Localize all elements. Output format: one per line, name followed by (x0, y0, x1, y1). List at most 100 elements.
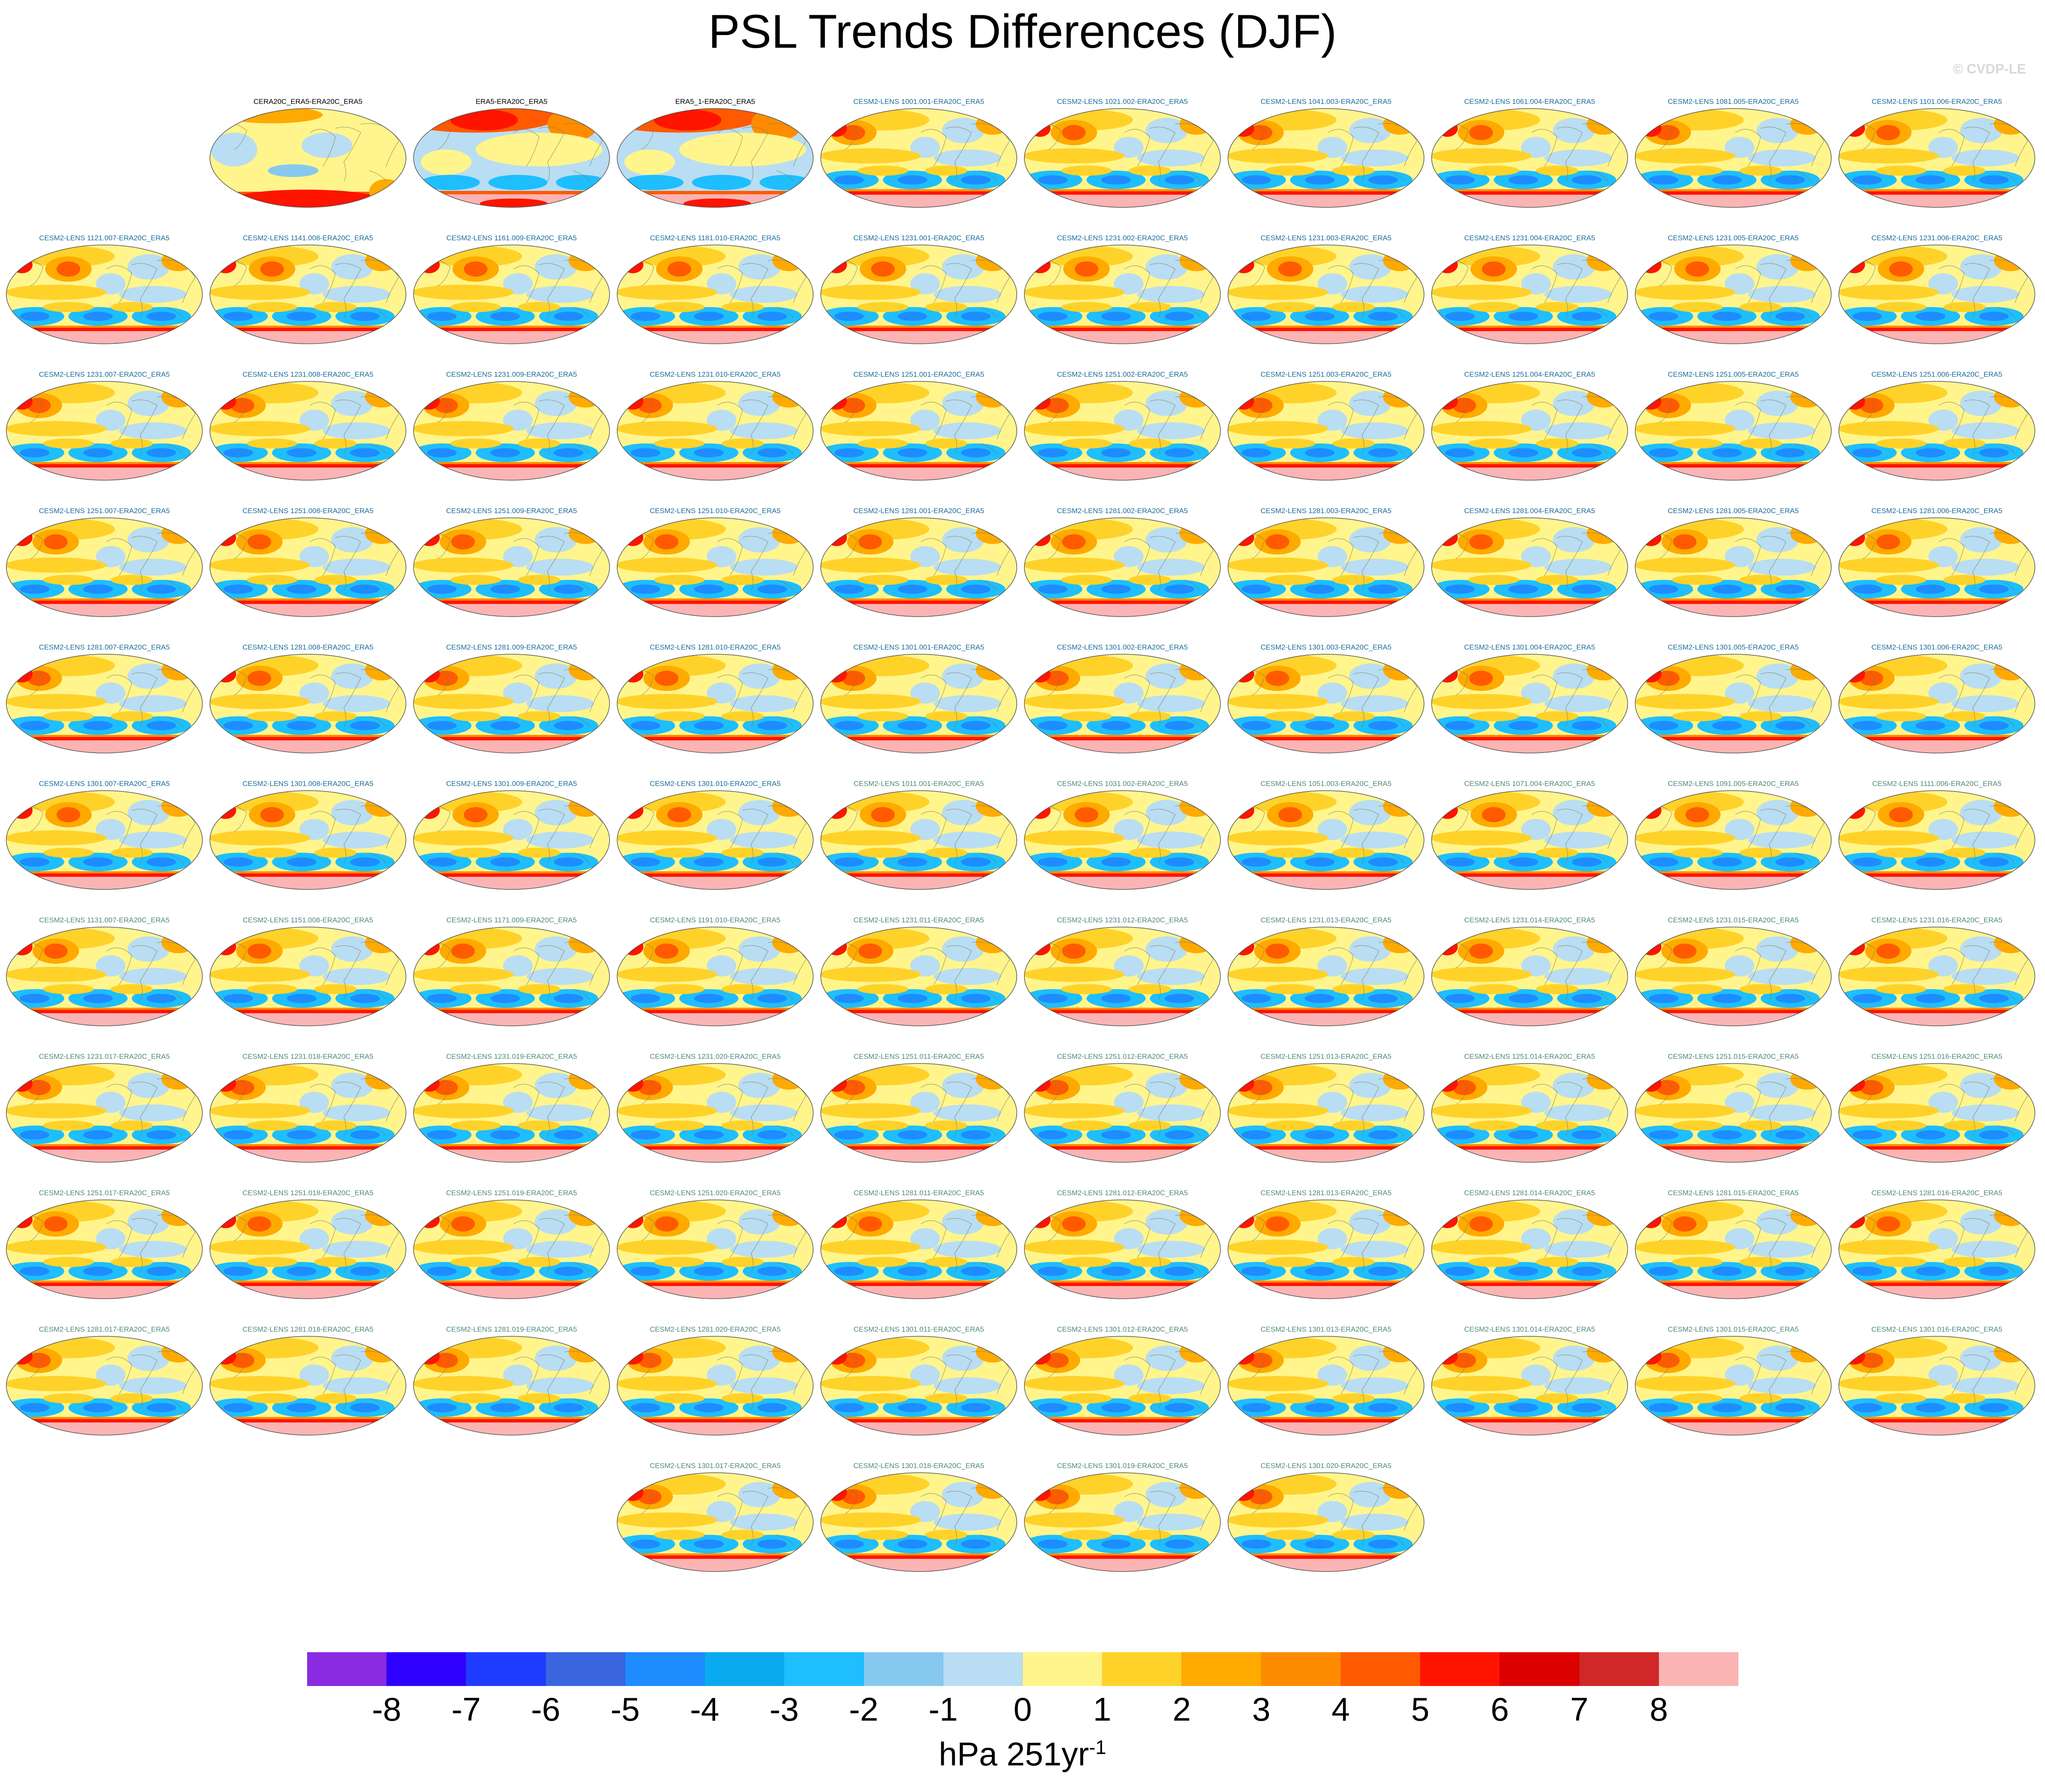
field-southern-band (1024, 601, 1220, 604)
field-anomaly-negative (1341, 695, 1408, 712)
field-antarctic-band (1228, 195, 1424, 207)
field-anomaly-positive (772, 386, 806, 408)
field-anomaly-negative (1928, 546, 1958, 567)
panel-label: CESM2-LENS 1251.011-ERA20C_ERA5 (853, 1052, 984, 1061)
panel-label: CESM2-LENS 1141.008-ERA20C_ERA5 (242, 234, 373, 242)
map-plot (1635, 654, 1832, 753)
field-anomaly-positive (722, 848, 764, 858)
field-anomaly-positive (1876, 944, 1900, 959)
map-panel: CESM2-LENS 1231.013-ERA20C_ERA5 (1227, 915, 1425, 1029)
field-anomaly-positive (826, 1348, 847, 1365)
globe-outline (1024, 108, 1221, 208)
field-anomaly-negative (707, 1365, 736, 1386)
field-anomaly-negative (834, 312, 864, 321)
panel-label: CESM2-LENS 1051.003-ERA20C_ERA5 (1261, 780, 1391, 788)
field-anomaly-positive (1432, 148, 1532, 163)
field-southern-band (821, 464, 1017, 468)
field-anomaly-positive (518, 1393, 560, 1403)
field-antarctic-band (1024, 740, 1220, 753)
map-panel: CESM2-LENS 1231.015-ERA20C_ERA5 (1634, 915, 1833, 1029)
panel-label: CESM2-LENS 1301.002-ERA20C_ERA5 (1057, 643, 1188, 651)
field-anomaly-positive (1061, 1120, 1112, 1131)
map-field (6, 791, 202, 889)
field-southern-band (6, 873, 202, 877)
map-field (1839, 1336, 2035, 1435)
field-anomaly-positive (210, 694, 310, 709)
panel-label: CESM2-LENS 1251.014-ERA20C_ERA5 (1464, 1052, 1595, 1061)
field-anomaly-negative (1960, 936, 2002, 962)
panel-label: CESM2-LENS 1231.010-ERA20C_ERA5 (650, 370, 781, 378)
field-antarctic-band (210, 1150, 406, 1162)
field-anomaly-positive (43, 1257, 94, 1267)
field-anomaly-negative (1114, 683, 1144, 704)
field-anomaly-negative (488, 175, 547, 190)
field-anomaly-positive (976, 932, 1010, 953)
field-antarctic-band (1635, 1286, 1831, 1299)
map-field (1839, 381, 2035, 480)
field-anomaly-positive (1790, 1341, 1824, 1362)
field-anomaly-negative (350, 1267, 380, 1276)
field-anomaly-positive (622, 1348, 643, 1365)
field-anomaly-positive (1332, 984, 1375, 994)
panel-label: CESM2-LENS 1281.013-ERA20C_ERA5 (1261, 1189, 1391, 1197)
panel-label: CESM2-LENS 1231.013-ERA20C_ERA5 (1261, 916, 1391, 924)
field-anomaly-positive (925, 711, 967, 721)
field-anomaly-positive (1536, 1257, 1578, 1267)
field-anomaly-positive (654, 848, 705, 858)
field-anomaly-negative (331, 527, 373, 552)
colorbar-segment (943, 1652, 1023, 1686)
field-anomaly-positive (161, 932, 195, 953)
field-anomaly-positive (1839, 1240, 1939, 1255)
field-anomaly-positive (215, 666, 236, 683)
field-anomaly-negative (1928, 1365, 1958, 1386)
panel-label: CESM2-LENS 1101.006-ERA20C_ERA5 (1871, 98, 2002, 106)
field-anomaly-positive (1943, 438, 1985, 449)
map-panel: CESM2-LENS 1281.007-ERA20C_ERA5 (5, 642, 204, 756)
field-anomaly-positive (1860, 671, 1883, 686)
field-anomaly-negative (1649, 585, 1678, 594)
field-southern-band (210, 1146, 406, 1150)
field-anomaly-positive (772, 1341, 806, 1362)
field-anomaly-negative (526, 1104, 594, 1121)
field-antarctic-band (821, 468, 1017, 480)
field-anomaly-negative (554, 1403, 583, 1412)
field-anomaly-positive (1943, 1120, 1985, 1131)
field-anomaly-negative (1146, 254, 1188, 280)
field-anomaly-positive (231, 1353, 254, 1368)
field-anomaly-negative (1960, 1209, 2002, 1235)
field-anomaly-negative (1748, 1104, 1816, 1121)
map-plot (6, 1336, 203, 1436)
field-anomaly-negative (1368, 585, 1398, 594)
field-anomaly-positive (314, 1257, 357, 1267)
field-anomaly-positive (1024, 148, 1125, 163)
field-anomaly-positive (161, 796, 195, 817)
map-plot (1228, 1472, 1424, 1572)
coastlines (217, 395, 399, 454)
field-anomaly-negative (535, 391, 577, 416)
map-field (821, 1336, 1017, 1435)
map-panel: CESM2-LENS 1281.014-ERA20C_ERA5 (1430, 1188, 1629, 1302)
field-anomaly-negative (898, 1267, 927, 1276)
field-anomaly-positive (1839, 1376, 1939, 1391)
field-anomaly-negative (730, 1514, 798, 1531)
field-southern-band (1839, 328, 2035, 331)
field-anomaly-positive (27, 1353, 51, 1368)
field-antarctic-band (210, 468, 406, 480)
coastlines (13, 1350, 196, 1409)
field-anomaly-negative (707, 683, 736, 704)
field-anomaly-positive (161, 1341, 195, 1362)
globe-outline (210, 927, 406, 1026)
field-anomaly-negative (1916, 448, 1945, 457)
field-anomaly-negative (934, 1241, 1001, 1258)
field-southern-band (1839, 1146, 2035, 1150)
map-plot (1431, 108, 1628, 208)
field-anomaly-positive (1640, 120, 1661, 137)
field-anomaly-positive (57, 807, 80, 822)
field-anomaly-negative (898, 312, 927, 321)
map-plot (1635, 381, 1832, 481)
field-anomaly-negative (757, 994, 787, 1003)
field-anomaly-positive (1876, 1120, 1926, 1131)
field-anomaly-positive (1656, 1080, 1680, 1095)
field-anomaly-positive (419, 1075, 440, 1092)
map-field (414, 245, 610, 344)
